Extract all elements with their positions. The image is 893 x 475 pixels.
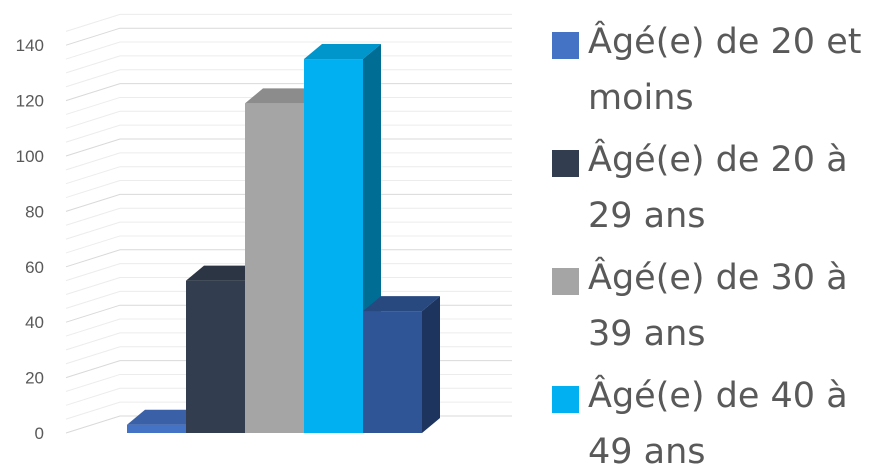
gridline bbox=[65, 13, 512, 32]
gridlines bbox=[65, 13, 512, 434]
bar-front bbox=[186, 280, 245, 433]
legend-item-20-to-29: Âgé(e) de 20 à 29 ans bbox=[552, 132, 893, 244]
gridline bbox=[65, 83, 512, 102]
bar-front bbox=[363, 311, 422, 433]
bar-top bbox=[363, 296, 440, 312]
legend-swatch bbox=[552, 150, 579, 177]
y-tick-label: 80 bbox=[25, 202, 44, 221]
legend-swatch bbox=[552, 386, 579, 413]
legend-label: Âgé(e) de 30 à 39 ans bbox=[588, 258, 848, 354]
y-tick-label: 140 bbox=[16, 36, 44, 55]
bar-front bbox=[127, 424, 186, 433]
gridline bbox=[65, 166, 512, 185]
gridline bbox=[65, 263, 512, 282]
bar-front bbox=[304, 59, 363, 434]
gridline bbox=[65, 235, 512, 254]
gridline bbox=[65, 277, 512, 295]
bar-top bbox=[245, 88, 322, 104]
gridline bbox=[65, 55, 512, 74]
gridline bbox=[65, 221, 512, 240]
y-tick-label: 0 bbox=[35, 424, 44, 443]
gridline bbox=[65, 290, 512, 309]
legend: Âgé(e) de 20 et moins Âgé(e) de 20 à 29 … bbox=[552, 14, 893, 475]
legend-swatch bbox=[552, 32, 579, 59]
y-tick-label: 100 bbox=[16, 147, 44, 166]
gridline bbox=[65, 152, 512, 171]
gridline bbox=[65, 207, 512, 226]
legend-label: Âgé(e) de 20 à 29 ans bbox=[588, 140, 848, 236]
bars bbox=[127, 44, 440, 434]
legend-swatch bbox=[552, 268, 579, 295]
legend-label: Âgé(e) de 40 à 49 ans bbox=[588, 376, 848, 472]
gridline bbox=[65, 180, 512, 199]
legend-label: Âgé(e) de 20 et moins bbox=[588, 22, 862, 118]
y-axis-ticks: 0 20 40 60 80 100 120 140 bbox=[16, 36, 44, 443]
bar-top bbox=[127, 409, 204, 425]
gridline bbox=[65, 138, 512, 157]
y-tick-label: 60 bbox=[25, 258, 44, 277]
y-tick-label: 120 bbox=[16, 92, 44, 111]
legend-item-40-to-49: Âgé(e) de 40 à 49 ans bbox=[552, 368, 893, 475]
gridline bbox=[65, 249, 512, 268]
y-tick-label: 40 bbox=[25, 313, 44, 332]
bar bbox=[363, 296, 440, 433]
bar-front bbox=[245, 103, 304, 434]
bar-side bbox=[422, 296, 440, 433]
bar-top bbox=[186, 265, 263, 281]
gridline bbox=[65, 96, 512, 115]
gridline bbox=[65, 193, 512, 212]
bar-top bbox=[304, 44, 381, 60]
gridline bbox=[65, 27, 512, 46]
gridline bbox=[65, 110, 512, 129]
gridline bbox=[65, 41, 512, 60]
legend-item-20-and-under: Âgé(e) de 20 et moins bbox=[552, 14, 893, 126]
legend-item-30-to-39: Âgé(e) de 30 à 39 ans bbox=[552, 250, 893, 362]
gridline bbox=[65, 124, 512, 143]
gridline bbox=[65, 69, 512, 88]
y-tick-label: 20 bbox=[25, 369, 44, 388]
